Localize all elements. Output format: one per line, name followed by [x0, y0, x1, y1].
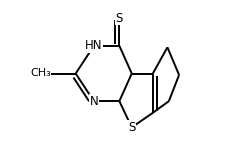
Text: N: N: [89, 95, 98, 108]
Text: S: S: [115, 12, 123, 25]
Text: CH₃: CH₃: [30, 69, 51, 78]
Text: S: S: [128, 121, 135, 134]
Text: HN: HN: [85, 39, 102, 52]
